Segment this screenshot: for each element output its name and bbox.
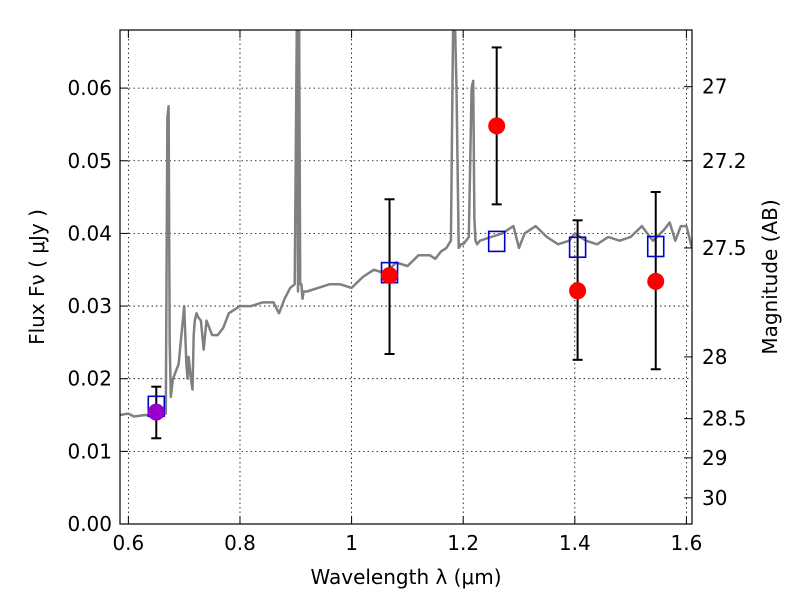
y-tick-label: 0.00 (67, 512, 112, 536)
x-tick-label: 1 (345, 531, 358, 555)
x-tick-label: 0.6 (112, 531, 144, 555)
grid-lines (120, 30, 692, 525)
plot-frame (119, 29, 693, 525)
right-tick-label: 28 (702, 345, 727, 369)
right-tick-label: 27 (702, 75, 727, 99)
observed-point (488, 117, 506, 135)
observed-point (569, 282, 587, 300)
y-axis-label: Flux Fν ( μJy ) (25, 209, 49, 345)
observed-point (381, 267, 399, 285)
right-tick-label: 28.5 (702, 407, 747, 431)
model-photometry-square (568, 236, 587, 259)
right-tick-label: 30 (702, 486, 727, 510)
photometry-points (147, 46, 665, 440)
right-tick-label: 29 (702, 446, 727, 470)
model-spectrum-line (120, 30, 692, 418)
x-tick-label: 0.8 (224, 531, 256, 555)
x-axis-label: Wavelength λ (μm) (310, 565, 501, 589)
y-tick-label: 0.01 (67, 439, 112, 463)
observed-point (147, 403, 165, 421)
y-tick-label: 0.05 (67, 149, 112, 173)
plot-area (120, 30, 692, 418)
tick-labels: 0.6 0.8 1 1.2 1.4 1.6 0.00 0.01 0.02 0.03 0.04 0.05… (67, 75, 746, 555)
y-tick-label: 0.02 (67, 367, 112, 391)
y-tick-label: 0.04 (67, 221, 112, 245)
right-tick-label: 27.2 (702, 149, 747, 173)
x-tick-label: 1.2 (447, 531, 479, 555)
model-photometry-square (487, 230, 506, 253)
x-tick-label: 1.6 (671, 531, 703, 555)
right-tick-label: 27.5 (702, 236, 747, 260)
x-tick-label: 1.4 (559, 531, 591, 555)
observed-point (647, 272, 665, 290)
axis-ticks (120, 30, 692, 525)
y-tick-label: 0.03 (67, 294, 112, 318)
right-axis-label: Magnitude (AB) (758, 199, 782, 354)
model-photometry-square (646, 235, 665, 258)
y-tick-label: 0.06 (67, 76, 112, 100)
